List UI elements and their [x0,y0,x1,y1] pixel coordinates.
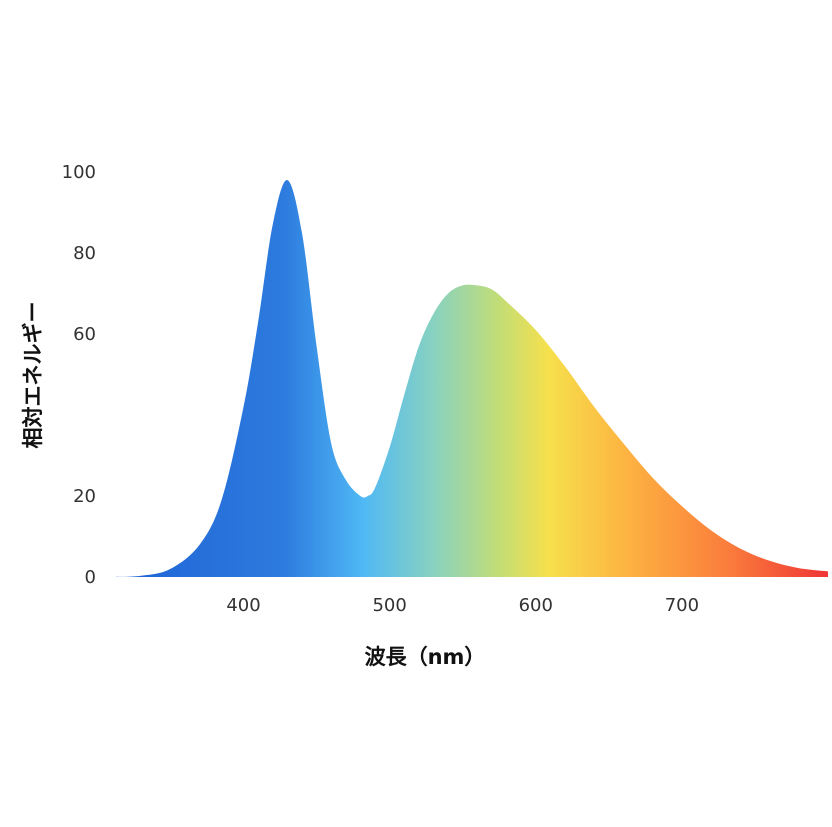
x-tick-label: 500 [372,595,406,616]
x-tick-label: 700 [665,595,699,616]
x-tick-label: 600 [519,595,553,616]
y-tick-label: 60 [73,324,96,345]
x-axis-title: 波長（nm） [365,645,486,669]
spectrum-area [112,180,828,577]
y-tick-label: 20 [73,486,96,507]
y-tick-label: 0 [85,567,96,588]
y-tick-label: 80 [73,243,96,264]
x-axis-ticks: 400 500 600 700 [226,595,699,616]
y-axis-title: 相対エネルギー [21,302,45,449]
y-tick-label: 100 [62,162,96,183]
y-axis-ticks: 0 20 60 80 100 [62,162,96,588]
x-tick-label: 400 [226,595,260,616]
